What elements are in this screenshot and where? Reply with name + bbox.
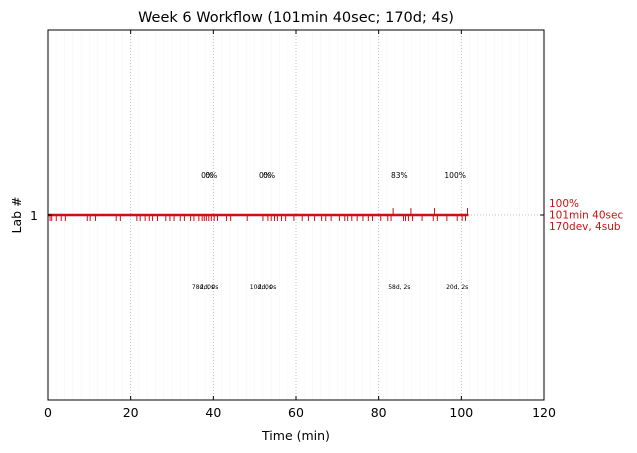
- x-tick-label: 120: [532, 405, 556, 420]
- axis-ticks: 0 20 40 60 80 100 120 1: [30, 30, 556, 420]
- count-annotation: 2d, 0s: [200, 284, 218, 291]
- series-lab-1: [48, 208, 469, 221]
- count-annotation: 2d, 0s: [258, 284, 276, 291]
- y-axis-label: Lab #: [9, 196, 24, 233]
- pct-annotation: 0%: [263, 171, 275, 180]
- y-tick-label: 1: [30, 208, 38, 223]
- count-annotation: 10d, 0s: [250, 284, 272, 291]
- pct-annotation: 0%: [201, 171, 213, 180]
- pct-annotation: 100%: [444, 171, 465, 180]
- x-tick-label: 0: [44, 405, 52, 420]
- pct-annotation: 0%: [259, 171, 271, 180]
- count-annotation: 20d, 2s: [446, 284, 468, 291]
- x-axis-label: Time (min): [261, 428, 330, 443]
- end-label-line: 100%: [549, 198, 579, 210]
- pct-annotation: 0%: [205, 171, 217, 180]
- x-tick-label: 100: [449, 405, 473, 420]
- pct-annotation: 83%: [391, 171, 408, 180]
- chart-title: Week 6 Workflow (101min 40sec; 170d; 4s): [138, 10, 454, 26]
- end-label-line: 170dev, 4sub: [549, 221, 621, 233]
- x-tick-label: 40: [205, 405, 221, 420]
- x-tick-label: 60: [288, 405, 304, 420]
- count-annotation: 58d, 2s: [388, 284, 410, 291]
- x-tick-label: 20: [123, 405, 139, 420]
- end-label-line: 101min 40sec: [549, 210, 623, 222]
- x-tick-label: 80: [371, 405, 387, 420]
- count-annotation: 78d, 0s: [192, 284, 214, 291]
